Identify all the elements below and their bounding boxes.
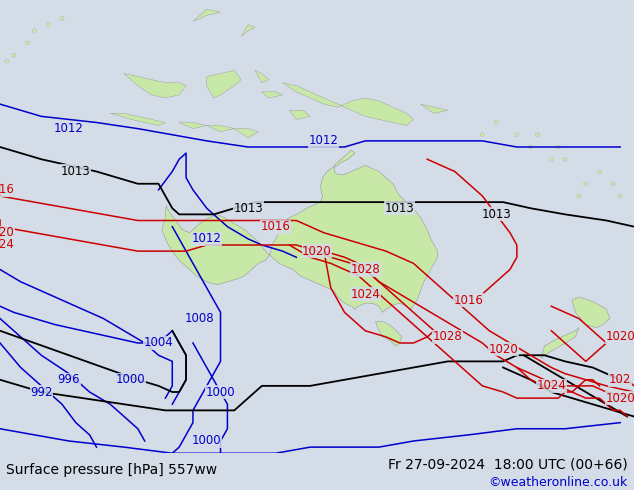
Text: 1020: 1020 bbox=[488, 343, 518, 356]
Circle shape bbox=[611, 182, 616, 186]
Text: 1020: 1020 bbox=[302, 245, 332, 258]
Circle shape bbox=[536, 133, 540, 137]
Polygon shape bbox=[241, 24, 255, 37]
Text: 1024: 1024 bbox=[0, 239, 15, 251]
Text: 1012: 1012 bbox=[54, 122, 84, 135]
Polygon shape bbox=[207, 71, 241, 98]
Polygon shape bbox=[124, 74, 186, 98]
Circle shape bbox=[529, 145, 533, 149]
Polygon shape bbox=[207, 125, 235, 132]
Polygon shape bbox=[375, 321, 402, 346]
Text: 1013: 1013 bbox=[233, 202, 263, 215]
Circle shape bbox=[25, 41, 30, 45]
Polygon shape bbox=[262, 92, 283, 98]
Circle shape bbox=[46, 23, 50, 26]
Circle shape bbox=[584, 182, 588, 186]
Circle shape bbox=[549, 157, 553, 161]
Text: 1013: 1013 bbox=[385, 202, 415, 215]
Circle shape bbox=[597, 170, 602, 173]
Text: Surface pressure [hPa] 557ww: Surface pressure [hPa] 557ww bbox=[6, 463, 217, 477]
Text: 1000: 1000 bbox=[205, 386, 235, 398]
Circle shape bbox=[11, 53, 16, 57]
Text: 992: 992 bbox=[30, 386, 53, 398]
Text: 1000: 1000 bbox=[192, 435, 221, 447]
Polygon shape bbox=[235, 128, 259, 138]
Text: Fr 27-09-2024  18:00 UTC (00+66): Fr 27-09-2024 18:00 UTC (00+66) bbox=[388, 457, 628, 471]
Polygon shape bbox=[283, 83, 413, 125]
Circle shape bbox=[618, 194, 623, 198]
Text: 1020: 1020 bbox=[605, 392, 634, 405]
Text: 1013: 1013 bbox=[61, 165, 91, 178]
Polygon shape bbox=[572, 297, 610, 328]
Text: 1024: 1024 bbox=[351, 288, 380, 300]
Text: 1016: 1016 bbox=[261, 220, 290, 233]
Text: 102: 102 bbox=[609, 373, 631, 386]
Polygon shape bbox=[162, 150, 437, 312]
Circle shape bbox=[32, 29, 37, 32]
Text: 1000: 1000 bbox=[116, 373, 146, 386]
Polygon shape bbox=[110, 113, 165, 125]
Circle shape bbox=[577, 194, 581, 198]
Text: 1016: 1016 bbox=[0, 183, 15, 196]
Text: 1016: 1016 bbox=[454, 294, 484, 307]
Circle shape bbox=[563, 157, 567, 161]
Polygon shape bbox=[193, 9, 221, 22]
Text: 1008: 1008 bbox=[185, 312, 215, 325]
Polygon shape bbox=[290, 110, 310, 120]
Text: 1028: 1028 bbox=[433, 330, 463, 343]
Text: 1012: 1012 bbox=[192, 232, 222, 245]
Text: 1020: 1020 bbox=[0, 226, 15, 239]
Text: 996: 996 bbox=[58, 373, 80, 386]
Text: ©weatheronline.co.uk: ©weatheronline.co.uk bbox=[488, 476, 628, 489]
Circle shape bbox=[481, 133, 484, 137]
Polygon shape bbox=[179, 122, 207, 128]
Circle shape bbox=[556, 145, 560, 149]
Circle shape bbox=[60, 17, 64, 20]
Polygon shape bbox=[541, 328, 579, 358]
Polygon shape bbox=[255, 71, 269, 83]
Circle shape bbox=[515, 133, 519, 137]
Text: 1024: 1024 bbox=[536, 379, 566, 392]
Polygon shape bbox=[420, 104, 448, 113]
Text: 1013: 1013 bbox=[481, 208, 511, 221]
Text: 1028: 1028 bbox=[351, 263, 380, 276]
Circle shape bbox=[5, 59, 9, 63]
Text: 1020: 1020 bbox=[605, 330, 634, 343]
Text: 1012: 1012 bbox=[309, 134, 339, 147]
Text: 1004: 1004 bbox=[144, 337, 173, 349]
Circle shape bbox=[494, 121, 498, 124]
